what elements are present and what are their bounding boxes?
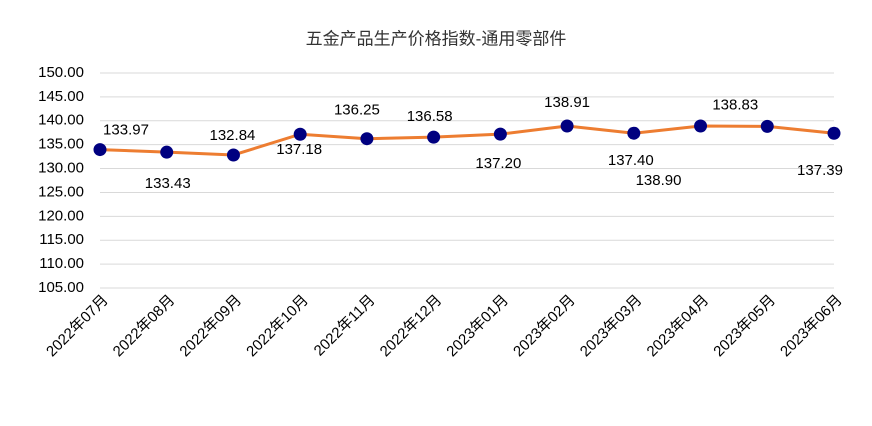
y-tick-label: 140.00 (38, 112, 84, 129)
line (99, 124, 835, 157)
marker (427, 130, 441, 144)
marker (226, 148, 240, 162)
data-label: 133.43 (145, 175, 191, 192)
marker (360, 132, 374, 146)
data-label: 137.39 (797, 162, 843, 179)
y-tick-label: 105.00 (38, 279, 84, 296)
data-label: 137.20 (475, 155, 521, 172)
data-label: 138.83 (712, 96, 758, 113)
y-tick-label: 110.00 (39, 255, 84, 272)
marker (93, 143, 107, 157)
y-tick-label: 135.00 (38, 136, 84, 153)
y-tick-label: 120.00 (38, 207, 84, 224)
y-tick-label: 115.00 (39, 231, 84, 248)
data-label: 137.18 (276, 141, 322, 158)
chart-title: 五金产品生产价格指数-通用零部件 (306, 29, 567, 48)
data-label: 132.84 (210, 127, 256, 144)
y-tick-label: 150.00 (38, 64, 84, 81)
marker (493, 127, 507, 141)
y-tick-label: 125.00 (38, 183, 84, 200)
data-label: 133.97 (103, 122, 149, 139)
y-tick-label: 130.00 (38, 160, 84, 177)
marker (694, 119, 708, 133)
marker (827, 126, 841, 140)
marker (560, 119, 574, 133)
marker (293, 127, 307, 141)
marker (760, 119, 774, 133)
data-label: 137.40 (608, 152, 654, 169)
data-label: 138.91 (544, 94, 590, 111)
y-tick-label: 145.00 (38, 88, 84, 105)
marker (160, 145, 174, 159)
marker (627, 126, 641, 140)
data-label: 136.58 (407, 108, 453, 125)
data-label: 138.90 (636, 172, 682, 189)
data-label: 136.25 (334, 102, 380, 119)
